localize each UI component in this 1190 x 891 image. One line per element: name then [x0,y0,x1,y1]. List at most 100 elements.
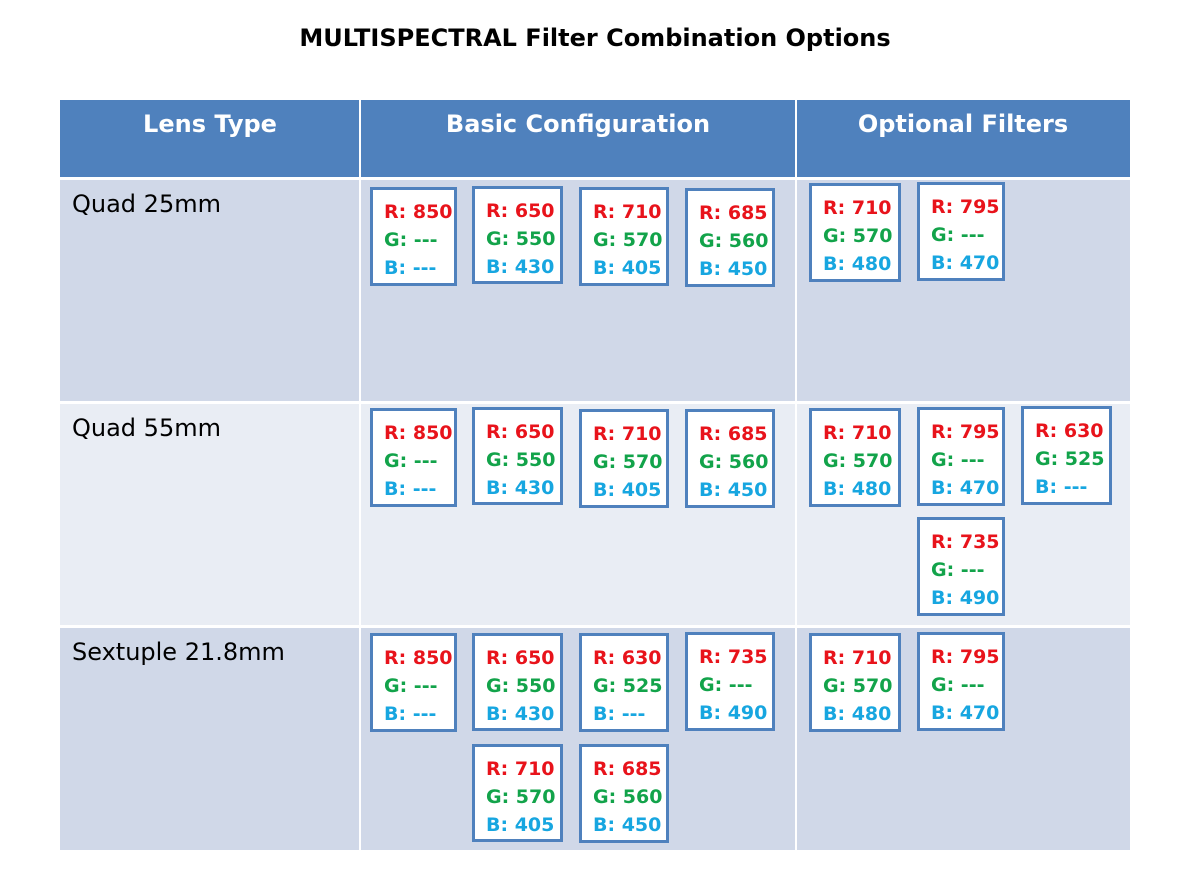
row-divider [60,177,1130,180]
channel-blue-value: B: --- [384,703,437,725]
channel-blue-value: B: --- [384,478,437,500]
channel-red-value: R: 630 [593,647,662,669]
channel-blue-value: B: 405 [486,814,555,836]
channel-green-value: G: 570 [823,675,893,697]
channel-red-value: R: 735 [931,531,1000,553]
basic-filter-box: R: 710 G: 570 B: 405 [472,744,563,842]
row-divider [60,401,1130,404]
channel-blue-value: B: 450 [699,479,768,501]
channel-blue-value: B: 470 [931,702,1000,724]
channel-red-value: R: 650 [486,647,555,669]
channel-green-value: G: 570 [593,229,663,251]
optional-filter-box: R: 795 G: --- B: 470 [917,182,1005,281]
channel-red-value: R: 685 [699,202,768,224]
channel-blue-value: B: 405 [593,257,662,279]
header-basic-configuration: Basic Configuration [360,100,796,178]
channel-blue-value: B: 480 [823,478,892,500]
channel-blue-value: B: 430 [486,256,555,278]
column-divider [359,100,361,850]
channel-green-value: G: 550 [486,228,556,250]
basic-filter-box: R: 650 G: 550 B: 430 [472,407,563,505]
channel-red-value: R: 710 [823,422,892,444]
row-divider [60,625,1130,628]
channel-red-value: R: 710 [593,201,662,223]
lens-type-cell: Quad 55mm [72,414,221,442]
channel-blue-value: B: --- [1035,476,1088,498]
channel-blue-value: B: 490 [699,702,768,724]
channel-red-value: R: 630 [1035,420,1104,442]
lens-type-cell: Quad 25mm [72,190,221,218]
basic-filter-box: R: 650 G: 550 B: 430 [472,186,563,284]
channel-green-value: G: --- [699,674,753,696]
channel-red-value: R: 710 [823,197,892,219]
channel-green-value: G: --- [931,449,985,471]
header-lens-type: Lens Type [60,100,360,178]
channel-red-value: R: 735 [699,646,768,668]
channel-red-value: R: 710 [486,758,555,780]
channel-red-value: R: 650 [486,200,555,222]
channel-green-value: G: 560 [699,451,769,473]
optional-filter-box: R: 710 G: 570 B: 480 [809,183,901,282]
channel-green-value: G: 570 [486,786,556,808]
channel-green-value: G: --- [931,224,985,246]
channel-red-value: R: 850 [384,422,453,444]
basic-filter-box: R: 850 G: --- B: --- [370,408,457,507]
channel-green-value: G: --- [384,450,438,472]
optional-filter-box: R: 710 G: 570 B: 480 [809,408,901,507]
channel-red-value: R: 685 [593,758,662,780]
basic-filter-box: R: 650 G: 550 B: 430 [472,633,563,731]
channel-red-value: R: 650 [486,421,555,443]
optional-filter-box: R: 735 G: --- B: 490 [917,517,1005,616]
channel-red-value: R: 795 [931,421,1000,443]
basic-filter-box: R: 630 G: 525 B: --- [579,633,669,732]
header-optional-filters: Optional Filters [796,100,1130,178]
optional-filter-box: R: 795 G: --- B: 470 [917,632,1005,731]
channel-red-value: R: 795 [931,646,1000,668]
channel-blue-value: B: 480 [823,253,892,275]
basic-filter-box: R: 685 G: 560 B: 450 [579,744,669,843]
channel-green-value: G: 525 [593,675,663,697]
filter-table: Lens Type Basic Configuration Optional F… [60,100,1130,850]
optional-filter-box: R: 710 G: 570 B: 480 [809,633,901,732]
lens-type-cell: Sextuple 21.8mm [72,638,285,666]
optional-filter-box: R: 795 G: --- B: 470 [917,407,1005,506]
basic-filter-box: R: 685 G: 560 B: 450 [685,188,775,287]
channel-red-value: R: 710 [823,647,892,669]
channel-green-value: G: --- [931,674,985,696]
channel-red-value: R: 850 [384,647,453,669]
channel-red-value: R: 685 [699,423,768,445]
channel-green-value: G: 525 [1035,448,1105,470]
channel-blue-value: B: --- [593,703,646,725]
basic-filter-box: R: 685 G: 560 B: 450 [685,409,775,508]
channel-green-value: G: 570 [823,450,893,472]
channel-blue-value: B: 430 [486,477,555,499]
channel-blue-value: B: 490 [931,587,1000,609]
basic-filter-box: R: 735 G: --- B: 490 [685,632,775,731]
channel-green-value: G: 570 [593,451,663,473]
channel-red-value: R: 710 [593,423,662,445]
column-divider [795,100,797,850]
channel-blue-value: B: --- [384,257,437,279]
channel-red-value: R: 850 [384,201,453,223]
channel-green-value: G: 560 [593,786,663,808]
basic-filter-box: R: 710 G: 570 B: 405 [579,409,669,508]
channel-blue-value: B: 480 [823,703,892,725]
channel-red-value: R: 795 [931,196,1000,218]
channel-green-value: G: --- [384,675,438,697]
channel-blue-value: B: 470 [931,477,1000,499]
basic-filter-box: R: 850 G: --- B: --- [370,633,457,732]
channel-blue-value: B: 405 [593,479,662,501]
channel-blue-value: B: 430 [486,703,555,725]
basic-filter-box: R: 710 G: 570 B: 405 [579,187,669,286]
channel-green-value: G: 570 [823,225,893,247]
channel-green-value: G: 560 [699,230,769,252]
channel-green-value: G: --- [931,559,985,581]
page-title: MULTISPECTRAL Filter Combination Options [299,24,891,52]
channel-blue-value: B: 450 [593,814,662,836]
optional-filter-box: R: 630 G: 525 B: --- [1021,406,1112,505]
channel-blue-value: B: 470 [931,252,1000,274]
channel-green-value: G: 550 [486,449,556,471]
channel-blue-value: B: 450 [699,258,768,280]
channel-green-value: G: 550 [486,675,556,697]
basic-filter-box: R: 850 G: --- B: --- [370,187,457,286]
